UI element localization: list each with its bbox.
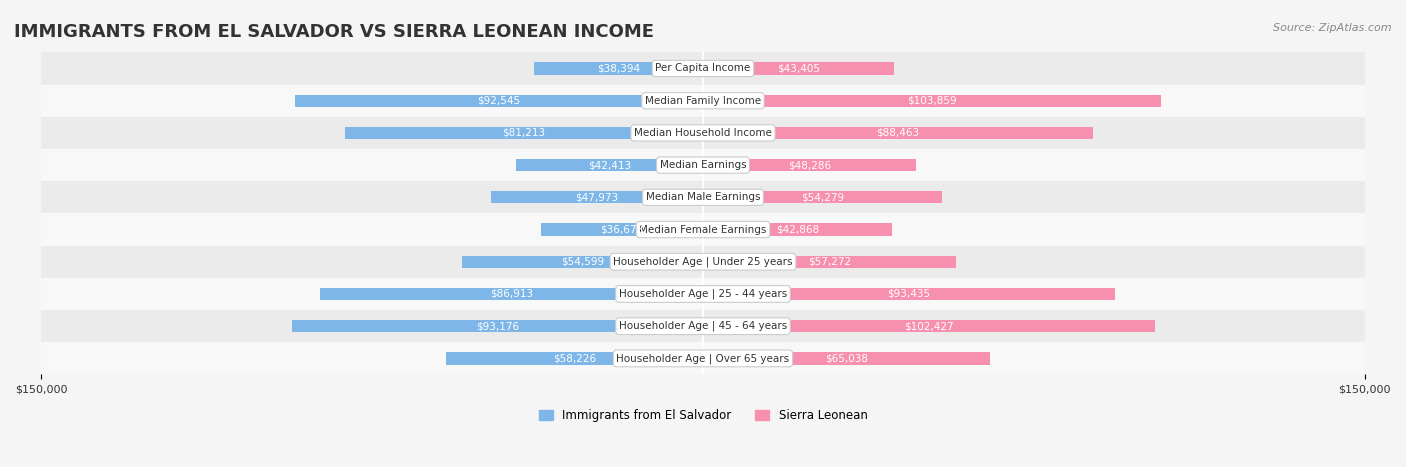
Text: $103,859: $103,859 — [907, 96, 957, 106]
Text: $88,463: $88,463 — [876, 128, 920, 138]
Bar — [446, 352, 703, 365]
Bar — [41, 52, 1365, 85]
Bar — [534, 63, 703, 75]
Bar — [703, 288, 1115, 300]
Text: Householder Age | 25 - 44 years: Householder Age | 25 - 44 years — [619, 289, 787, 299]
Text: Median Male Earnings: Median Male Earnings — [645, 192, 761, 202]
Text: $86,913: $86,913 — [489, 289, 533, 299]
Text: Householder Age | Under 25 years: Householder Age | Under 25 years — [613, 256, 793, 267]
Legend: Immigrants from El Salvador, Sierra Leonean: Immigrants from El Salvador, Sierra Leon… — [534, 404, 872, 426]
Text: $42,868: $42,868 — [776, 225, 820, 234]
Text: $58,226: $58,226 — [553, 354, 596, 363]
Bar — [703, 159, 917, 171]
Bar — [703, 63, 894, 75]
Text: Median Earnings: Median Earnings — [659, 160, 747, 170]
Text: $38,394: $38,394 — [596, 64, 640, 73]
Text: $93,176: $93,176 — [475, 321, 519, 331]
Text: Householder Age | Over 65 years: Householder Age | Over 65 years — [616, 353, 790, 364]
Text: $57,272: $57,272 — [808, 257, 851, 267]
Bar — [41, 213, 1365, 246]
Text: $42,413: $42,413 — [588, 160, 631, 170]
Text: $102,427: $102,427 — [904, 321, 953, 331]
Text: $47,973: $47,973 — [575, 192, 619, 202]
Text: $43,405: $43,405 — [778, 64, 820, 73]
Bar — [516, 159, 703, 171]
Bar — [703, 352, 990, 365]
Bar — [344, 127, 703, 139]
Bar — [491, 191, 703, 204]
Text: Per Capita Income: Per Capita Income — [655, 64, 751, 73]
Bar — [41, 278, 1365, 310]
Bar — [703, 320, 1154, 333]
Bar — [41, 149, 1365, 181]
Bar — [295, 94, 703, 107]
Bar — [703, 127, 1094, 139]
Bar — [41, 342, 1365, 375]
Bar — [41, 246, 1365, 278]
Bar — [41, 181, 1365, 213]
Bar — [541, 223, 703, 236]
Text: IMMIGRANTS FROM EL SALVADOR VS SIERRA LEONEAN INCOME: IMMIGRANTS FROM EL SALVADOR VS SIERRA LE… — [14, 23, 654, 42]
Text: Source: ZipAtlas.com: Source: ZipAtlas.com — [1274, 23, 1392, 33]
Bar — [41, 117, 1365, 149]
Bar — [319, 288, 703, 300]
Text: Householder Age | 45 - 64 years: Householder Age | 45 - 64 years — [619, 321, 787, 332]
Text: $48,286: $48,286 — [787, 160, 831, 170]
Bar — [703, 191, 942, 204]
Text: $54,599: $54,599 — [561, 257, 605, 267]
Text: $92,545: $92,545 — [477, 96, 520, 106]
Bar — [41, 85, 1365, 117]
Bar — [463, 255, 703, 268]
Bar — [703, 255, 956, 268]
Text: Median Household Income: Median Household Income — [634, 128, 772, 138]
Bar — [703, 94, 1161, 107]
Text: $65,038: $65,038 — [825, 354, 868, 363]
Bar — [703, 223, 893, 236]
Text: $81,213: $81,213 — [502, 128, 546, 138]
Bar — [41, 310, 1365, 342]
Bar — [292, 320, 703, 333]
Text: $54,279: $54,279 — [801, 192, 844, 202]
Text: Median Female Earnings: Median Female Earnings — [640, 225, 766, 234]
Text: Median Family Income: Median Family Income — [645, 96, 761, 106]
Text: $36,673: $36,673 — [600, 225, 644, 234]
Text: $93,435: $93,435 — [887, 289, 931, 299]
